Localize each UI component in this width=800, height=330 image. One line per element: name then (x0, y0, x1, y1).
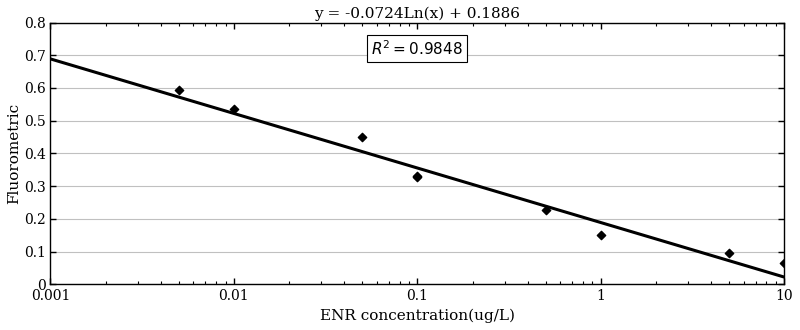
Point (411, 174, 424, 180)
Title: y = -0.0724Ln(x) + 0.1886: y = -0.0724Ln(x) + 0.1886 (314, 7, 520, 21)
Text: $R^2 = 0.9848$: $R^2 = 0.9848$ (371, 39, 463, 58)
X-axis label: ENR concentration(ug/L): ENR concentration(ug/L) (320, 309, 515, 323)
Y-axis label: Fluorometric: Fluorometric (7, 103, 21, 204)
Point (594, 232, 607, 237)
Point (539, 207, 552, 212)
Point (227, 107, 240, 112)
Point (722, 250, 735, 256)
Point (172, 87, 185, 92)
Point (778, 260, 790, 266)
Point (356, 134, 369, 140)
Point (411, 174, 424, 179)
